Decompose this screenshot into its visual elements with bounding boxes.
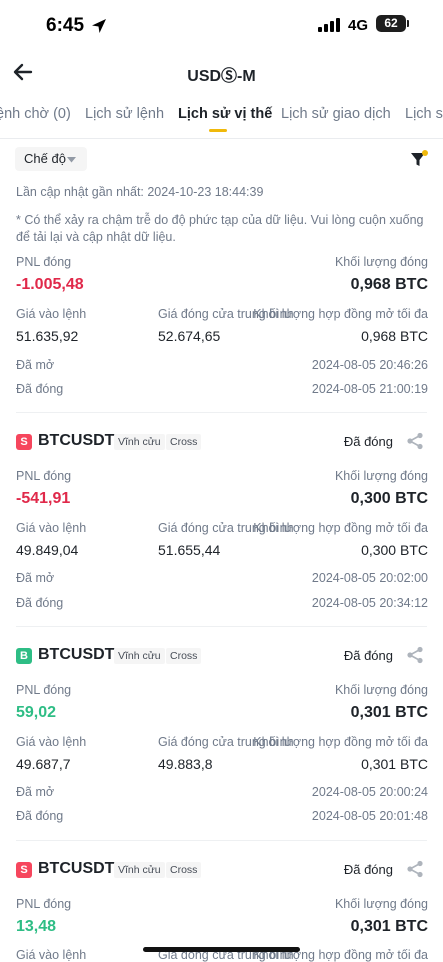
- opened-label: Đã mở: [16, 358, 55, 372]
- volume-label: Khối lượng đóng: [334, 897, 428, 911]
- pnl-label: PNL đóng: [16, 469, 72, 483]
- volume-label: Khối lượng đóng: [334, 683, 428, 697]
- mode-dropdown[interactable]: [15, 147, 87, 171]
- delay-note: * Có thể xảy ra chậm trễ do độ phức tạp …: [16, 213, 424, 244]
- closed-time: 2024-08-05 20:01:48: [311, 809, 428, 823]
- max-oi-value: 0,968 BTC: [361, 328, 428, 344]
- signal-icon: [318, 18, 340, 32]
- entry-price-label: Giá vào lệnh: [16, 735, 87, 749]
- entry-price-value: 51.635,92: [16, 328, 79, 344]
- page-title: USDⓈ-M: [187, 68, 256, 85]
- last-updated-text: Lần cập nhật gần nhất: 2024-10-23 18:44:…: [16, 185, 264, 199]
- volume-value: 0,301 BTC: [350, 704, 428, 721]
- contract-tag: Vĩnh cửu: [114, 648, 165, 664]
- status-text: Đã đóng: [343, 862, 393, 877]
- opened-time: 2024-08-05 20:02:00: [311, 571, 428, 585]
- tab-open-orders[interactable]: ệnh chờ (0): [0, 106, 71, 122]
- volume-label: Khối lượng đóng: [334, 469, 428, 483]
- entry-price-label: Giá vào lệnh: [16, 521, 87, 535]
- closed-label: Đã đóng: [16, 596, 64, 610]
- side-badge: S: [16, 434, 32, 450]
- side-badge: B: [16, 648, 32, 664]
- home-indicator[interactable]: [143, 947, 300, 952]
- status-time: 6:45: [46, 15, 85, 36]
- status-text: Đã đóng: [343, 434, 393, 449]
- tab-order-history[interactable]: Lịch sử lệnh: [85, 106, 165, 122]
- active-tab-indicator: [209, 129, 227, 132]
- pnl-label: PNL đóng: [16, 683, 72, 697]
- side-badge: S: [16, 862, 32, 878]
- avg-close-value: 52.674,65: [158, 328, 221, 344]
- entry-price-label: Giá vào lệnh: [16, 948, 87, 962]
- avg-close-value: 51.655,44: [158, 542, 221, 558]
- pnl-value: -1.005,48: [16, 276, 84, 293]
- volume-value: 0,968 BTC: [350, 276, 428, 293]
- avg-close-value: 49.883,8: [158, 756, 213, 772]
- location-arrow-icon: [92, 19, 106, 33]
- pnl-value: 13,48: [16, 918, 57, 935]
- max-oi-value: 0,301 BTC: [361, 756, 428, 772]
- caret-down-icon: [67, 157, 76, 163]
- tab-position-history[interactable]: Lịch sử vị thế: [178, 106, 273, 122]
- closed-label: Đã đóng: [16, 809, 64, 823]
- volume-value: 0,300 BTC: [350, 490, 428, 507]
- max-oi-value: 0,300 BTC: [361, 542, 428, 558]
- share-icon[interactable]: [406, 432, 424, 450]
- avg-close-label: Giá đóng cửa trung bình: [158, 521, 294, 535]
- divider: [0, 138, 443, 139]
- battery-icon: 62: [376, 15, 406, 32]
- tab-trade-history[interactable]: Lịch sử giao dịch: [281, 106, 391, 122]
- volume-value: 0,301 BTC: [350, 918, 428, 935]
- margin-tag: Cross: [166, 434, 202, 450]
- pnl-value: -541,91: [16, 490, 71, 507]
- symbol[interactable]: BTCUSDT: [38, 860, 115, 877]
- avg-close-label: Giá đóng cửa trung bình: [158, 307, 294, 321]
- divider: [16, 840, 427, 841]
- network-type: 4G: [348, 17, 369, 34]
- pnl-label: PNL đóng: [16, 255, 72, 269]
- opened-label: Đã mở: [16, 785, 55, 799]
- arrow-left-icon[interactable]: [12, 61, 34, 83]
- battery-tip: [407, 20, 409, 27]
- pnl-label: PNL đóng: [16, 897, 72, 911]
- margin-tag: Cross: [166, 648, 202, 664]
- max-oi-label: Khối lượng hợp đồng mở tối đa: [253, 735, 428, 749]
- max-oi-label: Khối lượng hợp đồng mở tối đa: [253, 521, 428, 535]
- symbol[interactable]: BTCUSDT: [38, 432, 115, 449]
- opened-time: 2024-08-05 20:46:26: [311, 358, 428, 372]
- entry-price-label: Giá vào lệnh: [16, 307, 87, 321]
- symbol[interactable]: BTCUSDT: [38, 646, 115, 663]
- filter-icon[interactable]: [410, 150, 430, 170]
- divider: [16, 626, 427, 627]
- entry-price-value: 49.687,7: [16, 756, 71, 772]
- max-oi-label: Khối lượng hợp đồng mở tối đa: [253, 307, 428, 321]
- opened-time: 2024-08-05 20:00:24: [311, 785, 428, 799]
- divider: [16, 412, 427, 413]
- avg-close-label: Giá đóng cửa trung bình: [158, 735, 294, 749]
- tab-more[interactable]: Lịch s: [405, 106, 443, 122]
- status-text: Đã đóng: [343, 648, 393, 663]
- closed-label: Đã đóng: [16, 382, 64, 396]
- opened-label: Đã mở: [16, 571, 55, 585]
- entry-price-value: 49.849,04: [16, 542, 79, 558]
- closed-time: 2024-08-05 20:34:12: [311, 596, 428, 610]
- share-icon[interactable]: [406, 646, 424, 664]
- contract-tag: Vĩnh cửu: [114, 434, 165, 450]
- margin-tag: Cross: [166, 862, 202, 878]
- mode-dropdown-label: Chế độ: [24, 151, 66, 166]
- share-icon[interactable]: [406, 860, 424, 878]
- pnl-value: 59,02: [16, 704, 57, 721]
- contract-tag: Vĩnh cửu: [114, 862, 165, 878]
- closed-time: 2024-08-05 21:00:19: [311, 382, 428, 396]
- volume-label: Khối lượng đóng: [334, 255, 428, 269]
